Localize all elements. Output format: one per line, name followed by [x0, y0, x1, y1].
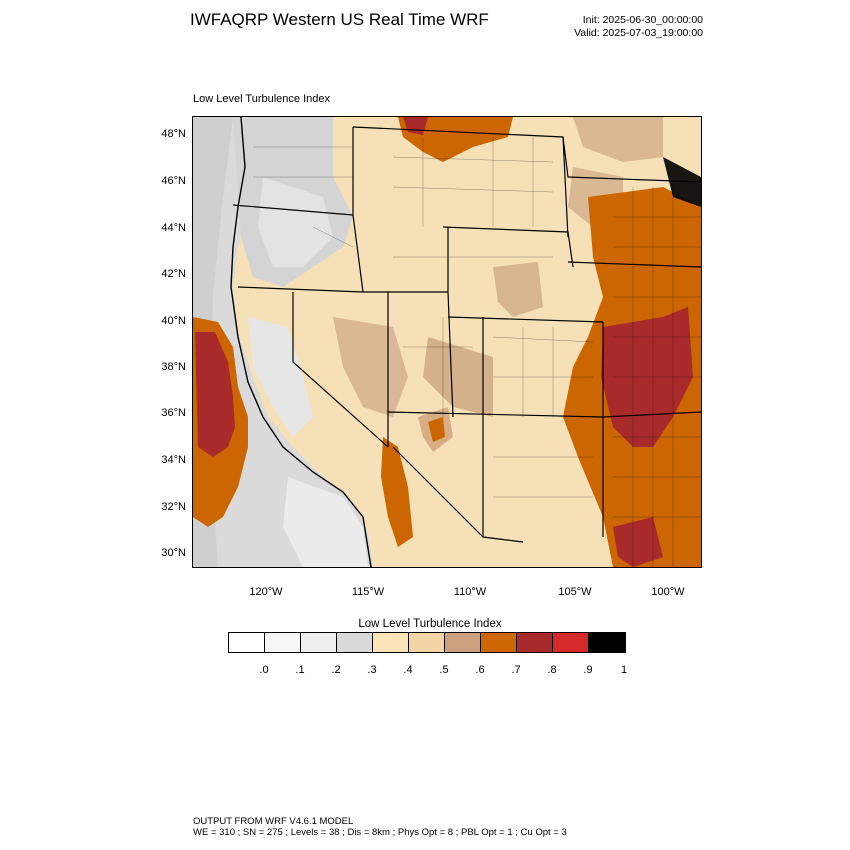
colorbar-swatch: [409, 633, 445, 652]
lon-label: 100°W: [651, 586, 685, 598]
page-title: IWFAQRP Western US Real Time WRF: [190, 10, 489, 29]
lat-label: 40°N: [161, 315, 186, 327]
lon-label: 105°W: [558, 586, 592, 598]
colorbar-swatch: [373, 633, 409, 652]
lon-label: 110°W: [453, 586, 487, 598]
plot-label: Low Level Turbulence Index: [193, 93, 330, 105]
colorbar-swatch: [301, 633, 337, 652]
colorbar-tick-label: 1: [620, 664, 628, 676]
lat-label: 48°N: [161, 128, 186, 140]
lon-label: 120°W: [249, 586, 283, 598]
lat-label: 32°N: [161, 501, 186, 513]
colorbar-swatch: [589, 633, 625, 652]
lat-label: 38°N: [161, 361, 186, 373]
colorbar-swatch: [445, 633, 481, 652]
map-canvas: [193, 117, 701, 567]
colorbar-swatch: [265, 633, 301, 652]
lon-label: 115°W: [351, 586, 385, 598]
colorbar-swatch: [229, 633, 265, 652]
colorbar-title: Low Level Turbulence Index: [358, 618, 502, 630]
colorbar-tick-label: .7: [511, 664, 521, 676]
turbulence-map: [192, 116, 702, 568]
colorbar-tick-label: .0: [259, 664, 269, 676]
colorbar-tick-label: .1: [295, 664, 305, 676]
valid-time: Valid: 2025-07-03_19:00:00: [574, 27, 703, 39]
colorbar-tick-label: .5: [439, 664, 449, 676]
lat-label: 36°N: [161, 407, 186, 419]
model-info: OUTPUT FROM WRF V4.6.1 MODEL: [193, 816, 354, 827]
colorbar-tick-label: .2: [331, 664, 341, 676]
lat-label: 42°N: [161, 268, 186, 280]
colorbar-tick-label: .6: [475, 664, 485, 676]
colorbar-swatch: [517, 633, 553, 652]
lat-label: 34°N: [161, 454, 186, 466]
colorbar: [228, 632, 626, 653]
model-options: WE = 310 ; SN = 275 ; Levels = 38 ; Dis …: [193, 827, 567, 838]
colorbar-swatch: [481, 633, 517, 652]
colorbar-swatch: [553, 633, 589, 652]
lat-label: 44°N: [161, 222, 186, 234]
init-time: Init: 2025-06-30_00:00:00: [582, 14, 703, 26]
colorbar-tick-label: .4: [403, 664, 413, 676]
colorbar-tick-label: .8: [547, 664, 557, 676]
colorbar-tick-label: .3: [367, 664, 377, 676]
colorbar-tick-label: .9: [583, 664, 593, 676]
lat-label: 46°N: [161, 175, 186, 187]
colorbar-swatch: [337, 633, 373, 652]
lat-label: 30°N: [161, 547, 186, 559]
